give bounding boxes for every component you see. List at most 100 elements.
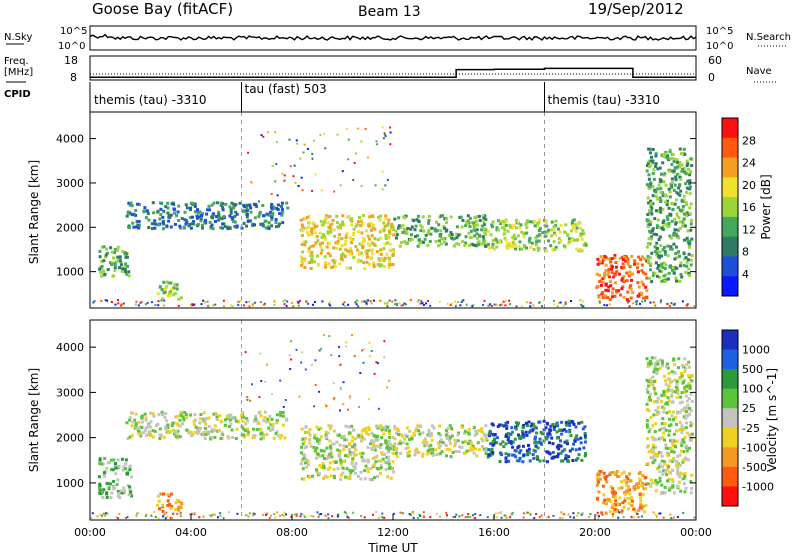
velocity-cell bbox=[667, 465, 671, 469]
power-cell bbox=[554, 219, 558, 223]
velocity-cell bbox=[344, 475, 348, 479]
velocity-cell bbox=[660, 394, 664, 398]
velocity-cell bbox=[474, 513, 477, 515]
power-cell bbox=[601, 276, 605, 280]
power-cell bbox=[309, 267, 313, 270]
power-cell bbox=[686, 258, 690, 262]
velocity-cell bbox=[212, 412, 216, 416]
velocity-cell bbox=[574, 436, 578, 440]
velocity-cbar-tick-label: -100 bbox=[742, 441, 767, 454]
power-cell bbox=[283, 179, 286, 182]
velocity-cell bbox=[245, 417, 249, 421]
velocity-cell bbox=[383, 516, 386, 519]
velocity-cell bbox=[683, 406, 686, 410]
velocity-cell bbox=[248, 512, 251, 515]
power-cell bbox=[314, 242, 318, 246]
power-cell bbox=[685, 236, 689, 240]
power-cell bbox=[382, 259, 386, 263]
velocity-ytick-label: 4000 bbox=[56, 341, 84, 354]
power-cell bbox=[657, 238, 661, 241]
velocity-cell bbox=[646, 482, 650, 486]
velocity-cell bbox=[583, 440, 587, 444]
power-cell bbox=[648, 276, 652, 280]
velocity-cell bbox=[642, 487, 646, 491]
power-cell bbox=[669, 305, 671, 307]
velocity-cell bbox=[647, 430, 651, 434]
velocity-cell bbox=[303, 461, 307, 465]
power-cell bbox=[664, 183, 668, 187]
power-cell bbox=[379, 214, 383, 218]
velocity-cell bbox=[303, 446, 307, 450]
velocity-cell bbox=[329, 474, 333, 478]
power-cell bbox=[636, 262, 640, 266]
power-cell bbox=[345, 266, 349, 270]
velocity-cell bbox=[626, 477, 630, 481]
velocity-cell bbox=[652, 454, 656, 458]
velocity-cell bbox=[114, 466, 118, 470]
velocity-cell bbox=[450, 434, 454, 438]
power-cell bbox=[519, 223, 523, 227]
power-cell bbox=[199, 213, 203, 217]
velocity-cell bbox=[536, 457, 540, 461]
velocity-cell bbox=[608, 510, 612, 514]
velocity-cell bbox=[450, 426, 454, 430]
power-cell bbox=[443, 240, 447, 244]
power-cell bbox=[491, 239, 495, 243]
power-cell bbox=[660, 172, 663, 176]
power-cell bbox=[573, 223, 577, 227]
power-cell bbox=[641, 271, 645, 275]
power-cell bbox=[607, 285, 611, 289]
velocity-cell bbox=[215, 415, 219, 419]
velocity-cell bbox=[687, 365, 691, 369]
velocity-cell bbox=[156, 503, 159, 507]
velocity-cbar-swatch bbox=[722, 349, 738, 370]
power-cell bbox=[657, 264, 660, 267]
velocity-cell bbox=[579, 441, 583, 445]
velocity-cell bbox=[234, 419, 238, 423]
velocity-cell bbox=[372, 463, 376, 467]
velocity-panel-bg bbox=[90, 320, 696, 520]
power-cell bbox=[250, 181, 253, 183]
velocity-cell bbox=[387, 429, 391, 433]
velocity-cell bbox=[605, 480, 609, 484]
velocity-cell bbox=[639, 499, 643, 503]
velocity-cell bbox=[610, 489, 614, 493]
velocity-cell bbox=[673, 378, 677, 382]
power-cell bbox=[556, 305, 559, 308]
velocity-cell bbox=[128, 485, 132, 489]
velocity-cell bbox=[353, 454, 357, 457]
power-cell bbox=[672, 242, 676, 246]
power-cell bbox=[144, 216, 148, 220]
power-cell bbox=[315, 235, 319, 239]
power-cell bbox=[524, 223, 528, 227]
velocity-cell bbox=[524, 421, 528, 425]
velocity-cell bbox=[533, 425, 537, 429]
velocity-cell bbox=[272, 436, 276, 440]
power-cell bbox=[689, 258, 693, 262]
power-cell bbox=[646, 225, 650, 229]
velocity-cell bbox=[656, 400, 659, 404]
power-cell bbox=[497, 219, 500, 223]
power-cell bbox=[161, 297, 165, 301]
power-cell bbox=[281, 172, 284, 175]
velocity-cell bbox=[399, 433, 403, 436]
power-cell bbox=[391, 228, 395, 232]
velocity-cell bbox=[375, 425, 379, 429]
power-cell bbox=[659, 244, 663, 248]
power-cell bbox=[116, 245, 120, 249]
velocity-cell bbox=[380, 428, 384, 432]
power-cell bbox=[480, 228, 484, 232]
velocity-cell bbox=[299, 515, 302, 518]
velocity-cell bbox=[685, 449, 689, 453]
velocity-cell bbox=[163, 513, 166, 516]
velocity-cell bbox=[682, 380, 686, 384]
velocity-cell bbox=[687, 374, 690, 378]
power-cell bbox=[647, 147, 651, 151]
power-cell bbox=[446, 302, 449, 305]
velocity-cell bbox=[647, 398, 651, 402]
power-cell bbox=[419, 239, 423, 243]
velocity-cell bbox=[616, 502, 620, 506]
power-cell bbox=[635, 303, 638, 306]
velocity-cell bbox=[260, 380, 263, 382]
power-cell bbox=[393, 217, 397, 221]
